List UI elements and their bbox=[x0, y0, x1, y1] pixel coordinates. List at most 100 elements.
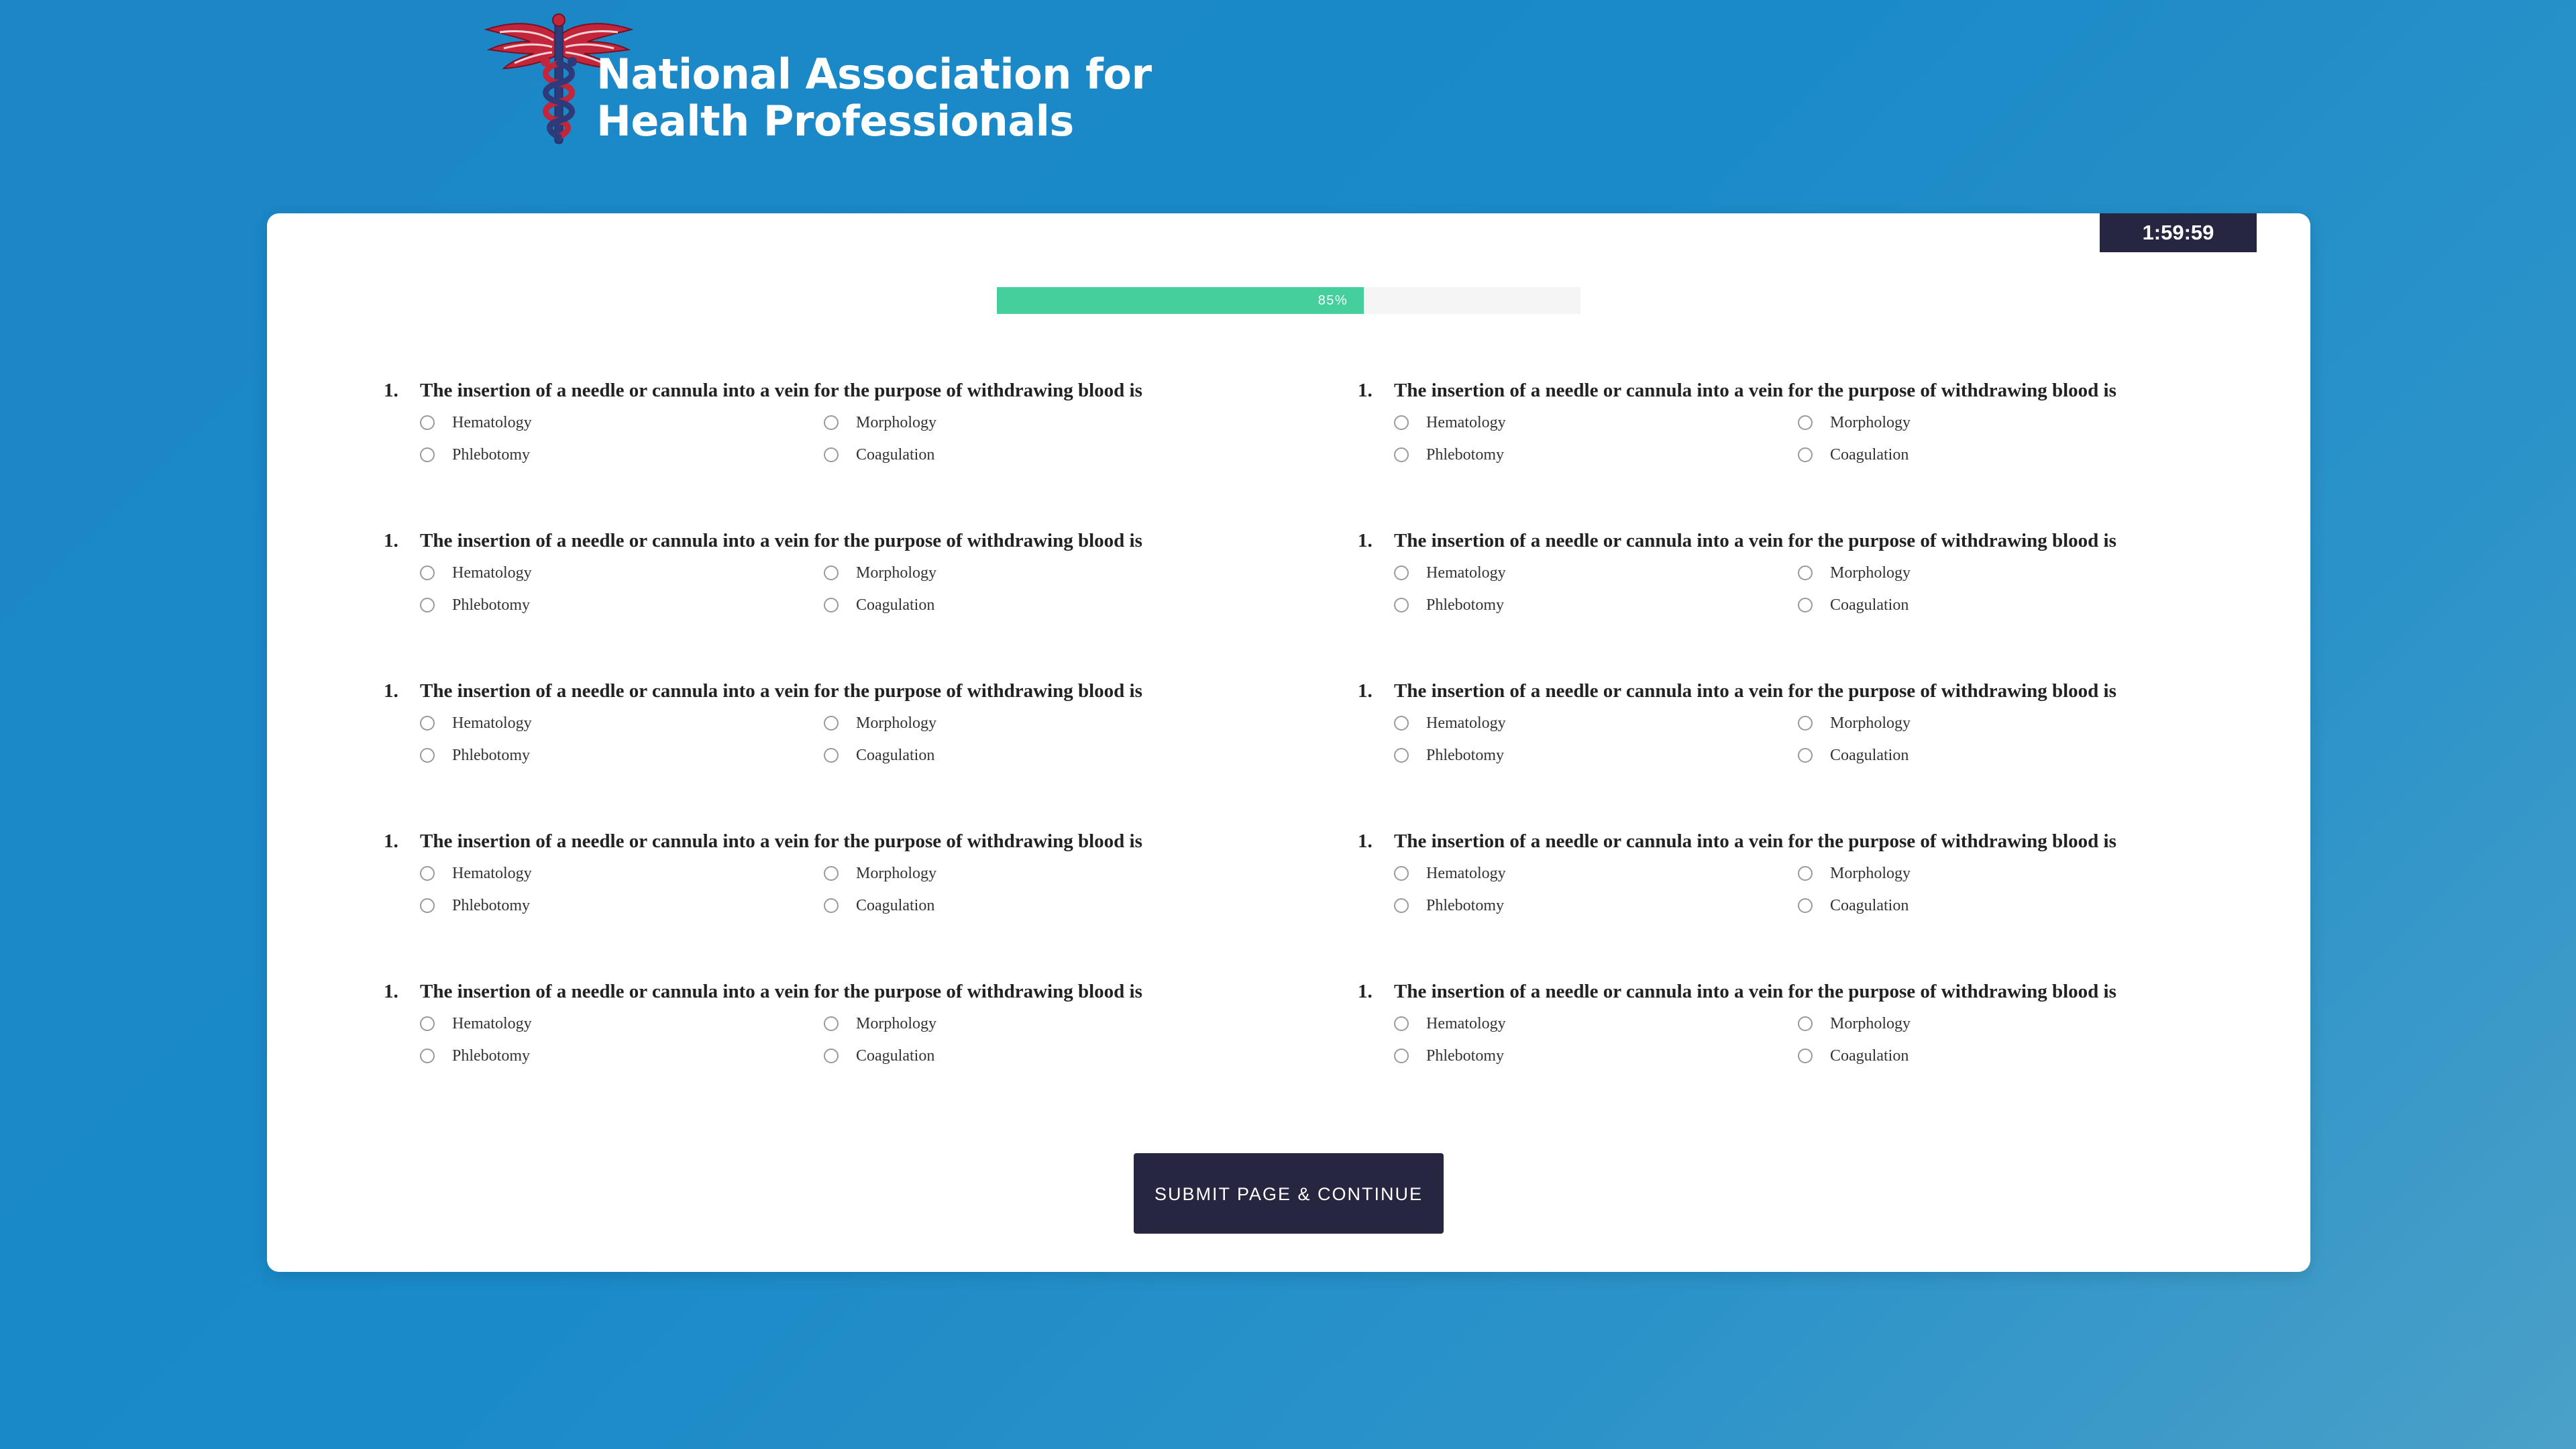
radio-button[interactable] bbox=[1798, 898, 1813, 913]
answer-option[interactable]: Phlebotomy bbox=[420, 441, 530, 468]
answer-option[interactable]: Morphology bbox=[1798, 860, 1911, 887]
radio-button[interactable] bbox=[1798, 566, 1813, 580]
answer-option[interactable]: Coagulation bbox=[1798, 1042, 1909, 1069]
radio-button[interactable] bbox=[420, 598, 435, 612]
radio-button[interactable] bbox=[420, 748, 435, 763]
radio-button[interactable] bbox=[824, 1049, 839, 1063]
answer-option[interactable]: Phlebotomy bbox=[420, 892, 530, 919]
radio-button[interactable] bbox=[1798, 866, 1813, 881]
answer-option[interactable]: Hematology bbox=[420, 409, 532, 436]
answer-option[interactable]: Coagulation bbox=[824, 592, 934, 619]
answer-option[interactable]: Coagulation bbox=[1798, 592, 1909, 619]
answer-option[interactable]: Hematology bbox=[420, 1010, 532, 1037]
answer-option[interactable]: Morphology bbox=[1798, 1010, 1911, 1037]
radio-button[interactable] bbox=[1394, 1049, 1409, 1063]
answer-option[interactable]: Phlebotomy bbox=[1394, 742, 1504, 769]
submit-page-continue-button[interactable]: SUBMIT PAGE & CONTINUE bbox=[1134, 1153, 1444, 1234]
question-number: 1. bbox=[1358, 380, 1373, 401]
radio-button[interactable] bbox=[1798, 1016, 1813, 1031]
answer-option[interactable]: Coagulation bbox=[824, 892, 934, 919]
radio-button[interactable] bbox=[1394, 415, 1409, 430]
answer-option[interactable]: Phlebotomy bbox=[420, 1042, 530, 1069]
answer-option-label: Hematology bbox=[1426, 1014, 1506, 1032]
answer-option-label: Coagulation bbox=[856, 896, 935, 914]
answer-option[interactable]: Coagulation bbox=[824, 742, 934, 769]
answer-option[interactable]: Phlebotomy bbox=[420, 742, 530, 769]
radio-button[interactable] bbox=[1798, 1049, 1813, 1063]
answer-option[interactable]: Morphology bbox=[1798, 409, 1911, 436]
answer-option[interactable]: Phlebotomy bbox=[1394, 892, 1504, 919]
radio-button[interactable] bbox=[420, 1016, 435, 1031]
question-block: 1. The insertion of a needle or cannula i… bbox=[1358, 828, 2230, 949]
countdown-timer: 1:59:59 bbox=[2100, 213, 2257, 252]
answer-option[interactable]: Hematology bbox=[420, 559, 532, 586]
answer-option[interactable]: Hematology bbox=[420, 860, 532, 887]
question-text: The insertion of a needle or cannula int… bbox=[1394, 380, 2116, 401]
progress-fill: 85% bbox=[997, 287, 1364, 314]
radio-button[interactable] bbox=[420, 716, 435, 731]
answer-option[interactable]: Hematology bbox=[1394, 710, 1506, 737]
org-name-line1: National Association for bbox=[596, 50, 1152, 99]
radio-button[interactable] bbox=[1798, 447, 1813, 462]
radio-button[interactable] bbox=[1394, 716, 1409, 731]
answer-option[interactable]: Coagulation bbox=[1798, 892, 1909, 919]
answer-option[interactable]: Phlebotomy bbox=[1394, 1042, 1504, 1069]
answer-option[interactable]: Hematology bbox=[1394, 860, 1506, 887]
radio-button[interactable] bbox=[1798, 598, 1813, 612]
radio-button[interactable] bbox=[1798, 415, 1813, 430]
question-text: The insertion of a needle or cannula int… bbox=[420, 680, 1142, 702]
radio-button[interactable] bbox=[824, 598, 839, 612]
radio-button[interactable] bbox=[420, 447, 435, 462]
answer-option[interactable]: Hematology bbox=[1394, 1010, 1506, 1037]
radio-button[interactable] bbox=[824, 716, 839, 731]
answer-option[interactable]: Morphology bbox=[824, 1010, 936, 1037]
radio-button[interactable] bbox=[824, 566, 839, 580]
radio-button[interactable] bbox=[824, 415, 839, 430]
answer-option[interactable]: Phlebotomy bbox=[420, 592, 530, 619]
answer-option[interactable]: Morphology bbox=[1798, 559, 1911, 586]
radio-button[interactable] bbox=[1394, 866, 1409, 881]
radio-button[interactable] bbox=[1394, 1016, 1409, 1031]
radio-button[interactable] bbox=[1798, 748, 1813, 763]
answer-option-label: Phlebotomy bbox=[452, 596, 531, 614]
organization-name: National Association for Health Professi… bbox=[596, 51, 1200, 145]
answer-option-label: Morphology bbox=[856, 564, 936, 582]
answer-option-label: Morphology bbox=[1830, 864, 1911, 882]
answer-option[interactable]: Morphology bbox=[824, 409, 936, 436]
answer-option-label: Coagulation bbox=[856, 445, 935, 464]
answer-option[interactable]: Hematology bbox=[420, 710, 532, 737]
radio-button[interactable] bbox=[824, 447, 839, 462]
radio-button[interactable] bbox=[824, 866, 839, 881]
radio-button[interactable] bbox=[420, 1049, 435, 1063]
radio-button[interactable] bbox=[824, 1016, 839, 1031]
answer-option[interactable]: Morphology bbox=[1798, 710, 1911, 737]
answer-option[interactable]: Hematology bbox=[1394, 409, 1506, 436]
radio-button[interactable] bbox=[1394, 898, 1409, 913]
radio-button[interactable] bbox=[420, 898, 435, 913]
answer-option[interactable]: Coagulation bbox=[1798, 742, 1909, 769]
answer-option-label: Coagulation bbox=[1830, 896, 1909, 914]
answer-option[interactable]: Coagulation bbox=[824, 1042, 934, 1069]
answer-option[interactable]: Coagulation bbox=[824, 441, 934, 468]
radio-button[interactable] bbox=[1394, 566, 1409, 580]
answer-option[interactable]: Morphology bbox=[824, 559, 936, 586]
radio-button[interactable] bbox=[420, 415, 435, 430]
answer-option[interactable]: Phlebotomy bbox=[1394, 592, 1504, 619]
answer-option-label: Coagulation bbox=[856, 1046, 935, 1065]
radio-button[interactable] bbox=[824, 898, 839, 913]
progress-bar: 85% bbox=[997, 287, 1580, 314]
radio-button[interactable] bbox=[420, 566, 435, 580]
answer-option-label: Phlebotomy bbox=[452, 445, 531, 464]
radio-button[interactable] bbox=[1798, 716, 1813, 731]
answer-option[interactable]: Morphology bbox=[824, 860, 936, 887]
answer-option-label: Phlebotomy bbox=[452, 1046, 531, 1065]
radio-button[interactable] bbox=[1394, 598, 1409, 612]
answer-option[interactable]: Phlebotomy bbox=[1394, 441, 1504, 468]
radio-button[interactable] bbox=[824, 748, 839, 763]
answer-option[interactable]: Coagulation bbox=[1798, 441, 1909, 468]
answer-option[interactable]: Morphology bbox=[824, 710, 936, 737]
answer-option[interactable]: Hematology bbox=[1394, 559, 1506, 586]
radio-button[interactable] bbox=[1394, 748, 1409, 763]
radio-button[interactable] bbox=[420, 866, 435, 881]
radio-button[interactable] bbox=[1394, 447, 1409, 462]
